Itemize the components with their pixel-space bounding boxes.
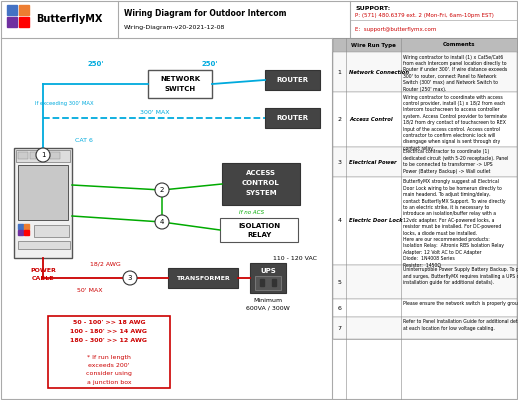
Circle shape [155, 215, 169, 229]
Text: 2: 2 [160, 187, 164, 193]
Bar [333, 52, 517, 92]
Text: POWER: POWER [30, 268, 56, 272]
Bar [333, 147, 517, 177]
Bar [333, 265, 517, 299]
Circle shape [36, 148, 50, 162]
Text: Electrical Power: Electrical Power [349, 160, 397, 164]
Bar [220, 218, 298, 242]
Text: ButterflyMX strongly suggest all Electrical
Door Lock wiring to be homerun direc: ButterflyMX strongly suggest all Electri… [403, 180, 506, 268]
Bar [7, 17, 17, 27]
Text: 3: 3 [338, 160, 341, 164]
Text: 1: 1 [338, 70, 341, 74]
Bar [333, 92, 517, 147]
Text: 4: 4 [160, 219, 164, 225]
Text: 180 - 300' >> 12 AWG: 180 - 300' >> 12 AWG [70, 338, 148, 342]
Text: 2: 2 [338, 117, 341, 122]
Text: 50' MAX: 50' MAX [77, 288, 103, 292]
Bar [18, 165, 68, 220]
Text: Please ensure the network switch is properly grounded.: Please ensure the network switch is prop… [403, 302, 518, 306]
Text: Wiring contractor to install (1) x Cat5e/Cat6
from each Intercom panel location : Wiring contractor to install (1) x Cat5e… [403, 54, 507, 92]
Bar [18, 230, 23, 235]
Text: SUPPORT:: SUPPORT: [355, 6, 390, 10]
Bar [250, 263, 286, 293]
Text: Wire Run Type: Wire Run Type [351, 42, 396, 48]
Text: If exceeding 300' MAX: If exceeding 300' MAX [35, 102, 94, 106]
Text: Electrical contractor to coordinate (1)
dedicated circuit (with 5-20 receptacle): Electrical contractor to coordinate (1) … [403, 150, 508, 174]
Bar [272, 279, 276, 286]
Bar [7, 5, 17, 15]
Text: SWITCH: SWITCH [164, 86, 196, 92]
Text: 300' MAX: 300' MAX [140, 110, 170, 114]
Text: CABLE: CABLE [32, 276, 54, 280]
Text: Comments: Comments [443, 42, 475, 48]
Text: a junction box: a junction box [87, 380, 131, 385]
Text: Minimum: Minimum [253, 298, 282, 302]
Text: TRANSFORMER: TRANSFORMER [176, 276, 230, 280]
Circle shape [155, 183, 169, 197]
Bar [333, 177, 517, 265]
Text: ROUTER: ROUTER [277, 115, 309, 121]
Text: ISOLATION: ISOLATION [238, 223, 280, 229]
Bar [50, 152, 60, 159]
Bar [168, 268, 238, 288]
Text: UPS: UPS [260, 268, 276, 274]
Bar [30, 152, 36, 159]
Bar [18, 152, 28, 159]
Text: 110 - 120 VAC: 110 - 120 VAC [273, 256, 317, 260]
Bar [34, 225, 69, 237]
Text: 6: 6 [338, 306, 341, 310]
Bar [14, 148, 72, 258]
Text: E:  support@butterflymx.com: E: support@butterflymx.com [355, 26, 436, 32]
Text: 50 - 100' >> 18 AWG: 50 - 100' >> 18 AWG [73, 320, 146, 326]
Bar [19, 17, 29, 27]
Circle shape [123, 271, 137, 285]
Text: SYSTEM: SYSTEM [245, 190, 277, 196]
Bar [333, 299, 517, 317]
Text: * If run length: * If run length [87, 354, 131, 360]
Bar [222, 163, 300, 205]
Text: 3: 3 [128, 275, 132, 281]
Text: 250': 250' [88, 61, 104, 67]
Text: RELAY: RELAY [247, 232, 271, 238]
Text: 250': 250' [202, 61, 218, 67]
Text: CONTROL: CONTROL [242, 180, 280, 186]
Bar [18, 224, 23, 229]
Text: Electric Door Lock: Electric Door Lock [349, 218, 402, 224]
Text: Wiring-Diagram-v20-2021-12-08: Wiring-Diagram-v20-2021-12-08 [124, 24, 225, 30]
Bar [19, 5, 29, 15]
Bar [24, 224, 29, 229]
Bar [265, 70, 320, 90]
Bar [24, 230, 29, 235]
Text: ROUTER: ROUTER [277, 77, 309, 83]
Text: Uninterruptible Power Supply Battery Backup. To prevent voltage drops
and surges: Uninterruptible Power Supply Battery Bac… [403, 268, 518, 285]
Text: 18/2 AWG: 18/2 AWG [90, 262, 120, 266]
Bar [265, 108, 320, 128]
Bar [255, 276, 281, 290]
Text: exceeds 200': exceeds 200' [88, 363, 130, 368]
Bar [333, 38, 517, 52]
Text: NETWORK: NETWORK [160, 76, 200, 82]
Text: consider using: consider using [86, 372, 132, 376]
Text: Network Connection: Network Connection [349, 70, 409, 74]
Text: Wiring contractor to coordinate with access
control provider, install (1) x 18/2: Wiring contractor to coordinate with acc… [403, 94, 507, 151]
Bar [148, 70, 212, 98]
Bar [48, 316, 170, 388]
Text: Refer to Panel Installation Guide for additional details. Leave 6' service loop
: Refer to Panel Installation Guide for ad… [403, 320, 518, 331]
Text: ACCESS: ACCESS [246, 170, 276, 176]
Text: 4: 4 [338, 218, 341, 224]
Text: 5: 5 [338, 280, 341, 284]
Text: CAT 6: CAT 6 [75, 138, 93, 142]
Text: 1: 1 [41, 152, 45, 158]
Text: ButterflyMX: ButterflyMX [36, 14, 103, 24]
Text: Wiring Diagram for Outdoor Intercom: Wiring Diagram for Outdoor Intercom [124, 8, 286, 18]
Text: Access Control: Access Control [349, 117, 393, 122]
Text: If no ACS: If no ACS [239, 210, 265, 216]
Bar [333, 317, 517, 339]
Bar [16, 150, 70, 162]
Text: P: (571) 480.6379 ext. 2 (Mon-Fri, 6am-10pm EST): P: (571) 480.6379 ext. 2 (Mon-Fri, 6am-1… [355, 12, 494, 18]
Bar [260, 279, 264, 286]
Text: 600VA / 300W: 600VA / 300W [246, 306, 290, 310]
Text: 7: 7 [338, 326, 341, 330]
Bar [18, 241, 70, 249]
Text: 100 - 180' >> 14 AWG: 100 - 180' >> 14 AWG [70, 329, 148, 334]
